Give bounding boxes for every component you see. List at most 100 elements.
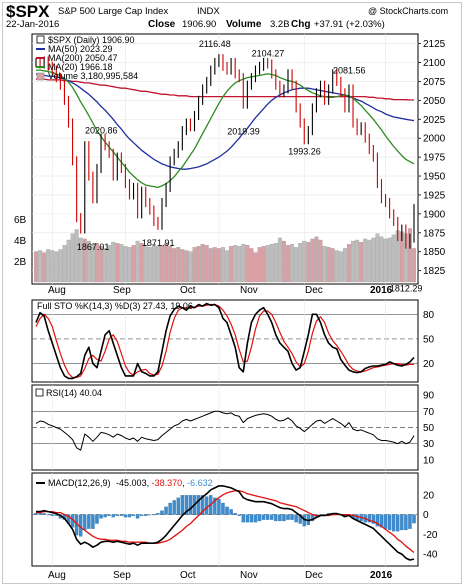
macd-histogram-bar [135, 514, 140, 519]
volume-bar [371, 237, 376, 283]
price-annotation: 1993.26 [288, 146, 321, 156]
macd-histogram-bar [205, 496, 209, 515]
axis-label-top: Dec [305, 285, 323, 296]
macd-histogram-bar [282, 514, 286, 522]
legend-volume: Volume 3,180,995,584 [48, 71, 138, 81]
volume-bar [273, 242, 278, 283]
macd-legend: MACD(12,26,9) -45.003, -38.370, -6.632 [48, 478, 213, 488]
volume-bar [99, 246, 103, 283]
macd-histogram-bar [42, 513, 46, 515]
volume-bar [212, 247, 217, 283]
macd-tick-label: -40 [423, 550, 438, 561]
volume-bar [38, 250, 43, 283]
volume-value: 3.2B [270, 19, 290, 30]
volume-bar [139, 242, 144, 283]
price-tick-label: 1975 [423, 153, 446, 164]
macd-tick-label: -20 [423, 530, 438, 541]
volume-bar [387, 237, 392, 283]
volume-bar [322, 246, 327, 283]
volume-bar [70, 233, 75, 283]
volume-bar [302, 240, 307, 283]
ma20-line [36, 69, 415, 189]
price-annotation: 1812.29 [390, 283, 423, 293]
legend-ma200: MA(200) 2050.47 [48, 53, 118, 63]
volume-bar [326, 247, 331, 283]
macd-histogram-bar [367, 514, 371, 523]
axis-label-bottom: Nov [240, 570, 258, 581]
legend-swatch-price [36, 35, 45, 44]
volume-bar [253, 252, 258, 283]
macd-histogram-bar [46, 514, 50, 516]
volume-bar [184, 250, 189, 283]
volume-bar [407, 228, 412, 283]
rsi-tick-label: 90 [423, 391, 435, 402]
macd-histogram-bar [111, 514, 115, 518]
axis-label-bottom: Aug [48, 570, 66, 581]
close-label: Close [148, 19, 176, 30]
volume-bar [180, 249, 185, 283]
volume-bar [277, 237, 282, 283]
macd-histogram-bar [253, 514, 258, 523]
macd-histogram-bar [387, 514, 392, 531]
rsi-legend: RSI(14) 40.04 [46, 388, 102, 398]
macd-histogram-bar [257, 514, 262, 522]
volume-bar [58, 249, 63, 283]
price-tick-label: 2000 [423, 134, 446, 145]
volume-bar [249, 248, 254, 283]
date-label: 22-Jan-2016 [6, 19, 59, 30]
volume-bar [127, 247, 132, 283]
macd-legend-sep1: , [147, 478, 152, 488]
volume-bar [391, 234, 396, 283]
index-name: S&P 500 Large Cap Index [58, 6, 168, 17]
volume-bar [188, 251, 193, 283]
volume-bar [363, 238, 368, 283]
volume-bar [208, 248, 213, 283]
axis-label-top: Nov [240, 285, 258, 296]
volume-bar [233, 245, 238, 283]
price-annotation: 2020.86 [85, 125, 118, 135]
volume-bar [143, 245, 148, 283]
macd-legend-prefix: MACD(12,26,9) [48, 478, 111, 488]
macd-histogram-bar [371, 514, 376, 524]
ma200-line [36, 78, 415, 101]
sto-tick-label: 20 [423, 359, 435, 370]
macd-legend-signal-value: -38.370 [152, 478, 183, 488]
macd-histogram-bar [290, 514, 294, 520]
macd-histogram-bar [184, 495, 189, 515]
volume-bar [172, 248, 177, 283]
macd-histogram-bar [91, 514, 95, 529]
volume-bar [46, 249, 51, 283]
volume-bar [221, 247, 225, 283]
macd-histogram-bar [139, 514, 144, 516]
volume-bar [241, 244, 246, 283]
price-tick-label: 1950 [423, 172, 446, 183]
volume-bar [347, 244, 351, 283]
macd-histogram-bar [156, 513, 160, 515]
volume-bar [412, 248, 416, 283]
volume-bar [216, 248, 221, 283]
volume-bar [107, 245, 112, 283]
volume-bar [204, 245, 209, 283]
volume-bar [131, 245, 136, 283]
volume-bar [123, 246, 128, 283]
volume-bar [306, 241, 311, 283]
volume-bar [294, 247, 299, 283]
volume-bar [265, 245, 270, 283]
volume-bar [330, 248, 335, 283]
sto-k-line [35, 302, 415, 380]
macd-histogram-bar [225, 506, 229, 515]
volume-bar [135, 240, 140, 283]
sto-d-line [35, 303, 414, 379]
volume-tick-label: 6B [14, 215, 27, 226]
macd-histogram-bar [200, 495, 205, 515]
volume-bar [160, 245, 164, 283]
price-annotation: 1871.91 [142, 238, 175, 248]
macd-line [36, 485, 415, 561]
chg-value: +37.91 (+2.03%) [314, 19, 385, 30]
volume-bar [168, 246, 173, 283]
macd-tick-label: 20 [423, 490, 435, 501]
macd-histogram-bar [274, 514, 278, 522]
rsi-line [35, 410, 415, 451]
volume-bar [286, 245, 290, 283]
